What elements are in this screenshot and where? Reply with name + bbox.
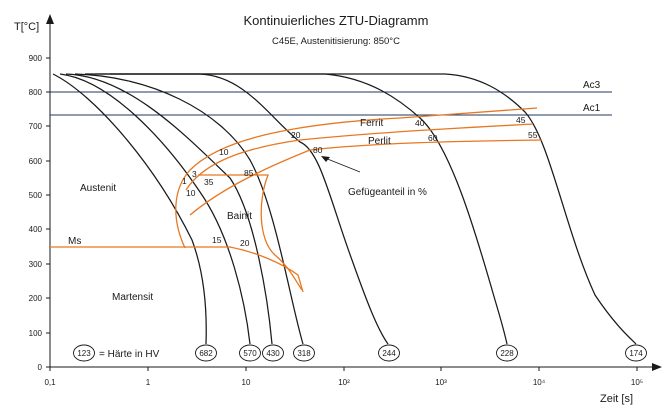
x-ticks: 0,1 1 10 10² 10³ 10⁴ 10⁵ — [44, 367, 643, 387]
hardness-value: 318 — [297, 349, 311, 358]
x-tick-label: 10⁴ — [533, 378, 546, 387]
region-ferrit: Ferrit — [360, 118, 384, 129]
y-tick-label: 800 — [29, 88, 43, 97]
cooling-curve — [65, 73, 273, 345]
phase-percent-label: 1 — [182, 176, 187, 186]
hardness-value: 570 — [243, 349, 257, 358]
y-tick-label: 200 — [29, 294, 43, 303]
hardness-circle — [625, 344, 647, 362]
ms-line — [50, 246, 304, 293]
perlit-start-boundary — [185, 123, 534, 191]
x-axis-label: Zeit [s] — [600, 393, 633, 405]
y-tick-label: 500 — [29, 191, 43, 200]
hardness-circle — [496, 344, 518, 362]
hardness-value: 228 — [500, 349, 514, 358]
hardness-circle — [239, 344, 261, 362]
perlit-end-boundary — [189, 139, 543, 216]
diagram-subtitle: C45E, Austenitisierung: 850°C — [272, 36, 400, 47]
phase-percent-label: 15 — [212, 235, 222, 245]
phase-percent-label: 10 — [186, 188, 196, 198]
cooling-curve — [110, 73, 637, 345]
region-austenit: Austenit — [80, 183, 116, 194]
x-tick-label: 10³ — [435, 378, 447, 387]
cooling-curve — [74, 73, 304, 345]
ac3-label: Ac3 — [583, 80, 601, 91]
y-ticks: 0 100 200 300 400 500 600 700 800 900 — [29, 54, 50, 372]
phase-percent-label: 40 — [415, 118, 425, 128]
bainit-boundary — [198, 174, 303, 291]
hardness-circle — [378, 344, 400, 362]
phase-percent-label: 35 — [204, 177, 214, 187]
phase-percentages: 1 3 10 10 35 85 15 20 20 80 40 60 45 55 — [182, 115, 538, 248]
phase-percent-label: 80 — [313, 145, 323, 155]
phase-note-pointer — [324, 157, 361, 173]
y-tick-label: 300 — [29, 260, 43, 269]
hardness-circle — [293, 344, 315, 362]
hardness-value: 682 — [199, 349, 213, 358]
phase-boundaries — [50, 107, 543, 293]
phase-percent-label: 85 — [244, 168, 254, 178]
x-tick-label: 1 — [146, 378, 151, 387]
region-bainit: Bainit — [227, 211, 252, 222]
y-tick-label: 100 — [29, 329, 43, 338]
hardness-value: 430 — [266, 349, 280, 358]
hardness-values: 682 570 430 318 244 228 174 — [195, 344, 647, 362]
x-tick-label: 10⁵ — [631, 378, 643, 387]
hardness-legend-example: 123 — [77, 349, 91, 358]
hardness-legend: 123 = Härte in HV — [73, 344, 160, 362]
y-tick-label: 0 — [38, 363, 43, 372]
hardness-value: 174 — [629, 349, 643, 358]
phase-percent-label: 20 — [291, 130, 301, 140]
y-tick-label: 900 — [29, 54, 43, 63]
phase-note-label: Gefügeanteil in % — [348, 187, 427, 198]
y-axis-label: T[°C] — [14, 21, 39, 33]
hardness-circle — [195, 344, 217, 362]
phase-percent-label: 3 — [192, 169, 197, 179]
phase-percent-label: 20 — [240, 238, 250, 248]
x-tick-label: 0,1 — [44, 378, 56, 387]
x-tick-label: 10² — [338, 378, 350, 387]
y-tick-label: 400 — [29, 225, 43, 234]
x-axis-arrow — [652, 363, 662, 371]
cooling-curves — [52, 73, 637, 345]
hardness-legend-circle — [73, 344, 95, 362]
cooling-curve — [59, 73, 251, 345]
ms-label: Ms — [68, 236, 81, 247]
cooling-curve — [52, 73, 207, 345]
hardness-value: 244 — [382, 349, 396, 358]
phase-percent-label: 10 — [219, 147, 229, 157]
phase-note-arrowhead — [321, 156, 330, 162]
y-tick-label: 600 — [29, 157, 43, 166]
cooling-curve — [85, 73, 389, 345]
ferrit-start-boundary — [175, 107, 538, 249]
phase-percent-label: 55 — [528, 130, 538, 140]
diagram-title: Kontinuierliches ZTU-Diagramm — [244, 13, 429, 28]
x-tick-label: 10 — [242, 378, 251, 387]
region-perlit: Perlit — [368, 136, 391, 147]
phase-percent-label: 60 — [428, 133, 438, 143]
hardness-circle — [262, 344, 284, 362]
hardness-legend-text: = Härte in HV — [99, 349, 160, 360]
phase-percent-label: 45 — [516, 115, 526, 125]
y-tick-label: 700 — [29, 122, 43, 131]
region-martensit: Martensit — [112, 292, 153, 303]
y-axis-arrow — [46, 14, 54, 24]
ac1-label: Ac1 — [583, 103, 601, 114]
cooling-curve — [95, 73, 508, 345]
